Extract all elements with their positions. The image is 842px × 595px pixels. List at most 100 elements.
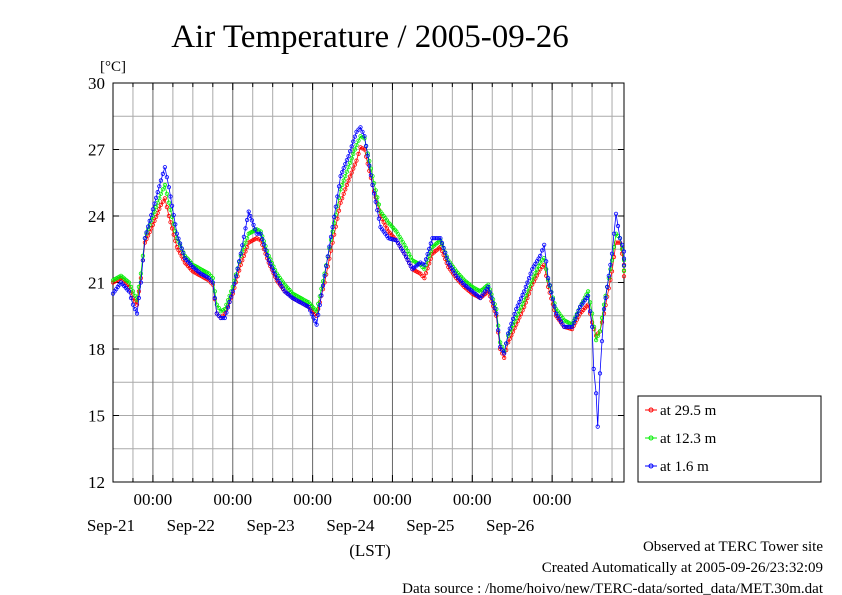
data-point bbox=[552, 304, 557, 309]
x-tick-date: Sep-21 bbox=[87, 516, 135, 535]
data-point bbox=[155, 190, 160, 195]
x-tick-time: 00:00 bbox=[293, 490, 332, 509]
data-point bbox=[621, 268, 627, 274]
data-point bbox=[132, 293, 138, 298]
data-point bbox=[311, 315, 316, 320]
series-3 bbox=[110, 125, 627, 429]
data-point bbox=[517, 299, 522, 305]
data-point bbox=[347, 174, 353, 179]
data-point bbox=[230, 284, 235, 289]
data-point bbox=[531, 274, 536, 279]
data-point bbox=[545, 275, 551, 281]
data-point bbox=[146, 224, 151, 229]
data-point bbox=[547, 283, 552, 288]
data-point bbox=[352, 134, 357, 139]
data-point bbox=[346, 165, 351, 170]
data-point bbox=[170, 203, 175, 208]
data-point bbox=[336, 184, 342, 189]
data-point bbox=[268, 261, 273, 266]
series-1 bbox=[110, 145, 627, 360]
data-point bbox=[308, 308, 313, 313]
data-point bbox=[314, 322, 319, 327]
data-point bbox=[486, 284, 491, 289]
chart-title: Air Temperature / 2005-09-26 bbox=[171, 19, 569, 55]
data-point bbox=[376, 216, 381, 221]
data-point bbox=[162, 182, 167, 188]
data-point bbox=[174, 244, 179, 250]
data-point bbox=[330, 225, 335, 230]
data-point bbox=[601, 306, 607, 312]
data-point bbox=[264, 252, 270, 258]
data-point bbox=[232, 281, 237, 286]
data-point bbox=[176, 236, 181, 241]
data-point bbox=[528, 271, 533, 276]
data-point bbox=[597, 371, 603, 376]
series-layer bbox=[110, 125, 627, 429]
data-point bbox=[238, 251, 243, 256]
data-point bbox=[243, 226, 248, 231]
data-point bbox=[338, 174, 343, 179]
data-point bbox=[320, 283, 326, 288]
x-tick-time: 00:00 bbox=[373, 490, 412, 509]
data-point bbox=[128, 295, 134, 301]
data-point bbox=[248, 213, 253, 219]
data-point bbox=[249, 218, 254, 223]
data-point bbox=[360, 129, 365, 134]
data-point bbox=[512, 311, 517, 317]
data-point bbox=[352, 147, 357, 152]
data-point bbox=[365, 153, 370, 158]
data-point bbox=[423, 271, 429, 276]
data-point bbox=[179, 246, 184, 251]
data-point bbox=[314, 309, 319, 314]
data-point bbox=[487, 290, 492, 295]
data-point bbox=[402, 242, 407, 247]
series-line bbox=[112, 146, 625, 360]
data-point bbox=[240, 243, 245, 248]
data-point bbox=[368, 173, 373, 178]
data-point bbox=[158, 202, 163, 207]
data-point bbox=[587, 300, 593, 305]
data-point bbox=[407, 252, 412, 257]
data-point bbox=[373, 199, 378, 204]
data-point bbox=[347, 149, 353, 154]
data-point bbox=[573, 316, 578, 321]
data-point bbox=[611, 231, 617, 236]
data-point bbox=[569, 324, 575, 329]
data-point bbox=[150, 207, 155, 212]
y-tick-label: 18 bbox=[88, 340, 105, 359]
data-point bbox=[166, 200, 171, 205]
data-point bbox=[349, 170, 354, 175]
data-point bbox=[140, 258, 145, 263]
data-point bbox=[158, 191, 163, 196]
data-point bbox=[496, 328, 501, 333]
data-point bbox=[502, 355, 507, 360]
data-point bbox=[574, 312, 580, 317]
data-point bbox=[343, 187, 348, 192]
data-point bbox=[402, 251, 407, 256]
data-point bbox=[349, 156, 354, 161]
data-point bbox=[568, 324, 573, 329]
data-point bbox=[427, 246, 432, 251]
legend-label: at 29.5 m bbox=[660, 403, 717, 419]
data-point bbox=[319, 286, 324, 291]
data-point bbox=[168, 194, 173, 199]
data-point bbox=[593, 391, 599, 396]
data-point bbox=[522, 289, 527, 294]
data-point bbox=[443, 250, 448, 255]
data-point bbox=[316, 312, 321, 317]
data-point bbox=[168, 220, 173, 225]
data-point bbox=[341, 191, 346, 196]
data-point bbox=[157, 184, 162, 189]
data-point bbox=[621, 249, 627, 254]
data-point bbox=[489, 295, 494, 300]
data-point bbox=[309, 311, 314, 317]
data-point bbox=[306, 304, 311, 309]
data-point bbox=[126, 289, 132, 294]
data-point bbox=[269, 265, 274, 270]
data-point bbox=[613, 211, 619, 216]
data-point bbox=[324, 263, 329, 269]
data-point bbox=[171, 213, 176, 218]
data-point bbox=[544, 267, 549, 272]
data-point bbox=[335, 216, 340, 221]
data-point bbox=[504, 341, 509, 346]
